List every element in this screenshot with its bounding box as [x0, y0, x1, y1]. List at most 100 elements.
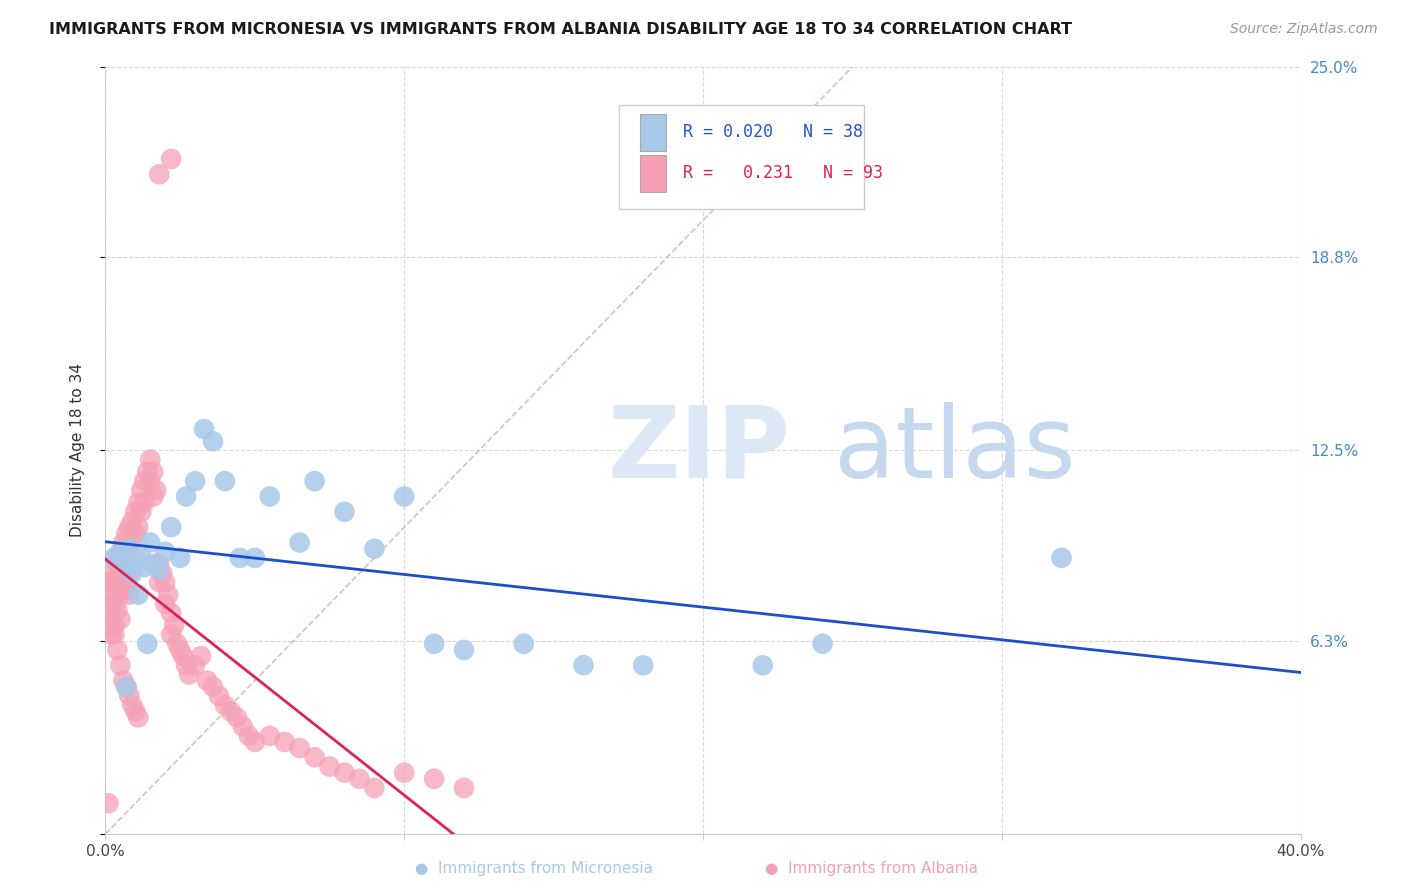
Point [193, 422, 215, 436]
Point [115, 575, 138, 590]
Point [107, 643, 129, 657]
Point [157, 588, 180, 602]
Point [208, 689, 231, 703]
Text: IMMIGRANTS FROM MICRONESIA VS IMMIGRANTS FROM ALBANIA DISABILITY AGE 18 TO 34 CO: IMMIGRANTS FROM MICRONESIA VS IMMIGRANTS… [49, 22, 1073, 37]
Point [195, 673, 218, 688]
Point [155, 597, 177, 611]
Point [142, 557, 165, 571]
Point [97, 597, 120, 611]
Point [148, 557, 170, 571]
Point [169, 643, 191, 657]
Point [100, 566, 122, 581]
Point [127, 588, 149, 602]
Point [110, 545, 132, 559]
Point [238, 729, 260, 743]
Point [333, 765, 356, 780]
Point [129, 550, 153, 565]
Point [160, 606, 183, 620]
Point [110, 658, 132, 673]
Point [394, 490, 416, 504]
Text: ●  Immigrants from Albania: ● Immigrants from Albania [765, 861, 979, 876]
Point [1050, 550, 1073, 565]
Text: ZIP: ZIP [607, 402, 790, 499]
Point [121, 535, 143, 549]
Point [423, 772, 446, 786]
Point [166, 637, 188, 651]
Point [115, 526, 138, 541]
Point [148, 167, 170, 181]
Point [110, 612, 132, 626]
FancyBboxPatch shape [619, 105, 865, 209]
Point [124, 550, 146, 565]
FancyBboxPatch shape [640, 114, 666, 152]
Point [118, 520, 141, 534]
Point [103, 575, 125, 590]
Point [127, 495, 149, 509]
Point [118, 541, 141, 556]
Point [129, 483, 153, 498]
Point [202, 434, 225, 449]
Text: atlas: atlas [835, 402, 1076, 499]
Point [572, 658, 595, 673]
Point [139, 535, 162, 549]
Point [97, 618, 120, 632]
Point [160, 627, 183, 641]
Point [134, 560, 156, 574]
Point [100, 627, 122, 641]
Point [288, 535, 311, 549]
Point [394, 765, 416, 780]
Point [112, 673, 135, 688]
Point [142, 465, 165, 479]
Point [232, 720, 254, 734]
Point [103, 597, 125, 611]
Point [229, 550, 252, 565]
Point [118, 588, 141, 602]
Point [633, 658, 655, 673]
Point [124, 526, 146, 541]
Point [423, 637, 446, 651]
Point [112, 557, 135, 571]
Point [134, 495, 156, 509]
Point [145, 483, 167, 498]
Point [333, 505, 356, 519]
Point [155, 545, 177, 559]
Point [107, 557, 129, 571]
Point [225, 710, 249, 724]
Point [184, 658, 207, 673]
Point [115, 680, 138, 694]
Point [349, 772, 371, 786]
Point [110, 588, 132, 602]
Point [134, 474, 156, 488]
Point [107, 603, 129, 617]
Point [100, 612, 122, 626]
Point [259, 729, 281, 743]
Point [118, 566, 141, 581]
Point [214, 474, 236, 488]
Point [169, 550, 191, 565]
Point [142, 490, 165, 504]
Point [112, 557, 135, 571]
Point [172, 648, 194, 663]
Point [148, 563, 170, 577]
Point [155, 575, 177, 590]
Point [115, 550, 138, 565]
Text: R =   0.231   N = 93: R = 0.231 N = 93 [683, 164, 883, 182]
Point [453, 643, 475, 657]
Point [214, 698, 236, 713]
Point [202, 680, 225, 694]
Point [127, 520, 149, 534]
Point [160, 520, 183, 534]
Point [751, 658, 773, 673]
Point [174, 658, 197, 673]
Point [121, 514, 143, 528]
Text: R = 0.020   N = 38: R = 0.020 N = 38 [683, 123, 863, 141]
Point [100, 588, 122, 602]
Point [160, 152, 183, 166]
Point [304, 750, 326, 764]
Point [103, 550, 125, 565]
FancyBboxPatch shape [640, 155, 666, 192]
Point [124, 505, 146, 519]
Point [259, 490, 281, 504]
Point [318, 759, 340, 773]
Point [112, 535, 135, 549]
